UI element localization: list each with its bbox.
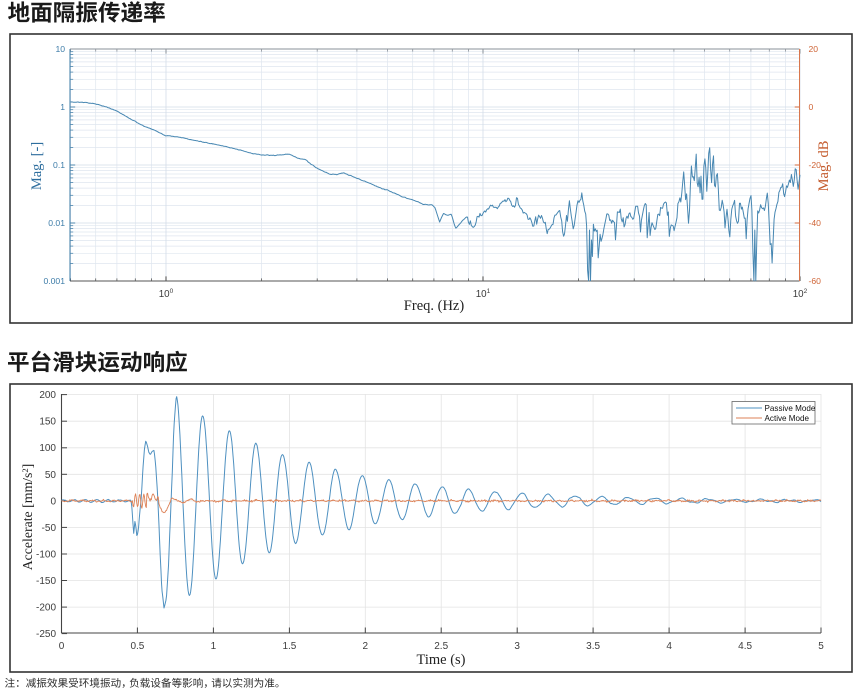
svg-text:3: 3 [514,641,520,652]
svg-text:Freq. (Hz): Freq. (Hz) [404,298,465,314]
svg-text:0: 0 [809,102,814,112]
svg-text:Time (s): Time (s) [416,652,465,668]
svg-text:1.5: 1.5 [282,641,296,652]
svg-text:-100: -100 [36,550,56,561]
svg-text:-50: -50 [42,523,57,534]
svg-text:200: 200 [39,390,56,401]
svg-text:-40: -40 [809,218,822,228]
svg-text:3.5: 3.5 [586,641,600,652]
svg-text:150: 150 [39,417,56,428]
svg-text:Accelerate [mm/s2]: Accelerate [mm/s2] [20,464,35,571]
svg-text:-150: -150 [36,576,56,587]
svg-text:20: 20 [809,44,819,54]
svg-text:4.5: 4.5 [738,641,752,652]
svg-text:0: 0 [59,641,65,652]
svg-text:-200: -200 [36,603,56,614]
svg-text:0.1: 0.1 [53,160,65,170]
svg-text:-60: -60 [809,276,822,286]
svg-text:100: 100 [39,443,56,454]
svg-text:0.5: 0.5 [130,641,144,652]
svg-text:2: 2 [363,641,369,652]
svg-text:0.01: 0.01 [48,218,65,228]
svg-text:50: 50 [45,470,57,481]
svg-text:Active Mode: Active Mode [765,414,810,423]
svg-text:0.001: 0.001 [43,276,65,286]
svg-text:Mag. [-]: Mag. [-] [29,142,45,190]
svg-text:2.5: 2.5 [434,641,448,652]
svg-text:4: 4 [666,641,672,652]
svg-text:0: 0 [50,496,56,507]
svg-text:10: 10 [55,44,65,54]
svg-text:1: 1 [60,102,65,112]
svg-text:1: 1 [211,641,217,652]
svg-text:-20: -20 [809,160,822,170]
svg-text:5: 5 [818,641,824,652]
svg-text:Mag. dB: Mag. dB [816,141,832,192]
svg-text:Passive Mode: Passive Mode [765,404,816,413]
svg-text:-250: -250 [36,629,56,640]
